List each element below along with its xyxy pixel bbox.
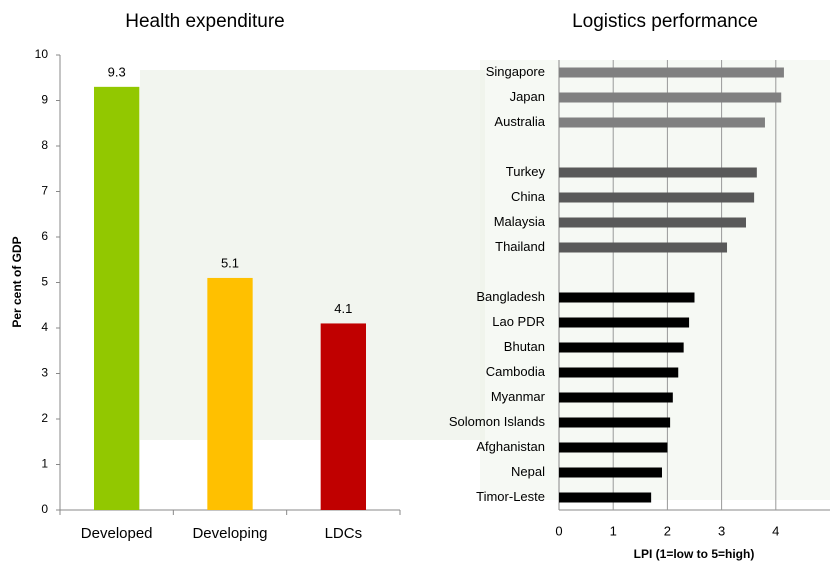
- chart-title: Logistics performance: [572, 11, 758, 32]
- y-tick-label: Timor-Leste: [476, 489, 545, 504]
- bar: [559, 392, 673, 403]
- y-tick-label: Afghanistan: [476, 439, 545, 454]
- bar: [559, 67, 784, 78]
- bar: [559, 442, 668, 453]
- y-tick-label: Lao PDR: [492, 314, 545, 329]
- y-tick-label: 0: [41, 502, 48, 516]
- x-tick-label: 4: [772, 523, 779, 538]
- y-axis-label: Per cent of GDP: [10, 236, 24, 327]
- y-tick-label: Malaysia: [494, 214, 546, 229]
- y-tick-label: Myanmar: [491, 389, 546, 404]
- x-tick-label: LDCs: [325, 525, 363, 542]
- y-tick-label: 2: [41, 411, 48, 425]
- y-tick-label: China: [511, 189, 546, 204]
- y-tick-label: 3: [41, 366, 48, 380]
- y-tick-label: Turkey: [506, 164, 546, 179]
- bar: [559, 167, 757, 178]
- bar: [559, 117, 765, 128]
- bar: [207, 277, 253, 510]
- bar: [559, 317, 690, 328]
- y-tick-label: Bhutan: [504, 339, 545, 354]
- x-axis-label: LPI (1=low to 5=high): [634, 547, 755, 561]
- y-tick-label: Solomon Islands: [449, 414, 546, 429]
- y-tick-label: Japan: [510, 89, 545, 104]
- bar: [559, 467, 662, 478]
- y-tick-label: 4: [41, 320, 48, 334]
- y-tick-label: 10: [35, 47, 49, 61]
- bar: [559, 292, 695, 303]
- y-tick-label: Bangladesh: [476, 289, 545, 304]
- bar: [559, 92, 782, 103]
- y-tick-label: Singapore: [486, 64, 545, 79]
- bar: [94, 86, 140, 510]
- bar: [320, 323, 366, 510]
- chart-title: Health expenditure: [125, 11, 285, 32]
- y-tick-label: 5: [41, 275, 48, 289]
- bar: [559, 242, 728, 253]
- data-label: 4.1: [334, 301, 352, 316]
- y-tick-label: 8: [41, 138, 48, 152]
- y-tick-label: 6: [41, 229, 48, 243]
- y-tick-label: 1: [41, 457, 48, 471]
- bar: [559, 342, 684, 353]
- x-tick-label: 2: [664, 523, 671, 538]
- x-tick-label: 1: [610, 523, 617, 538]
- bar: [559, 192, 755, 203]
- y-tick-label: 9: [41, 93, 48, 107]
- x-tick-label: 3: [718, 523, 725, 538]
- data-label: 9.3: [108, 64, 126, 79]
- bar: [559, 217, 746, 228]
- bar: [559, 417, 671, 428]
- x-tick-label: Developed: [81, 525, 153, 542]
- y-tick-label: Nepal: [511, 464, 545, 479]
- y-tick-label: Australia: [494, 114, 545, 129]
- data-label: 5.1: [221, 255, 239, 270]
- y-tick-label: Thailand: [495, 239, 545, 254]
- bar: [559, 367, 679, 378]
- x-tick-label: 0: [555, 523, 562, 538]
- y-tick-label: 7: [41, 184, 48, 198]
- y-tick-label: Cambodia: [486, 364, 546, 379]
- bar: [559, 492, 652, 503]
- background-picture: [140, 70, 485, 440]
- x-tick-label: Developing: [192, 525, 267, 542]
